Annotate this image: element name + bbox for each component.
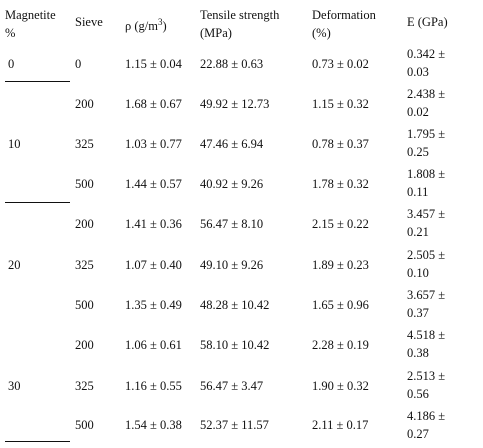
- density-cell: 1.54 ± 0.38: [125, 418, 182, 432]
- group-label: 30: [8, 379, 21, 393]
- deformation-cell: 2.28 ± 0.19: [312, 338, 369, 352]
- tensile-cell: 56.47 ± 3.47: [200, 379, 264, 393]
- modulus-value: 4.518 ±: [407, 328, 446, 342]
- deformation-cell: 1.65 ± 0.96: [312, 298, 369, 312]
- modulus-cell: 4.518 ± 0.38: [407, 326, 445, 362]
- group-divider: [5, 202, 70, 203]
- header-tensile-line1: Tensile strength: [200, 8, 280, 22]
- density-cell: 1.68 ± 0.67: [125, 97, 182, 111]
- header-density-text: ρ (g/m: [125, 19, 158, 33]
- modulus-cell: 3.457 ± 0.21: [407, 205, 445, 241]
- header-density-exponent: 3: [157, 17, 163, 27]
- group-label: 0: [8, 57, 15, 71]
- modulus-error: 0.21: [407, 225, 429, 239]
- modulus-error: 0.56: [407, 387, 429, 401]
- modulus-error: 0.02: [407, 105, 429, 119]
- group-label: 10: [8, 137, 21, 151]
- header-deformation: Deformation (%): [312, 6, 376, 42]
- sieve-cell: 200: [75, 338, 94, 352]
- header-density-close: ): [162, 19, 167, 33]
- modulus-value: 0.342 ±: [407, 47, 446, 61]
- sieve-cell: 325: [75, 379, 94, 393]
- density-cell: 1.44 ± 0.57: [125, 177, 182, 191]
- density-cell: 1.41 ± 0.36: [125, 217, 182, 231]
- modulus-cell: 2.505 ± 0.10: [407, 246, 445, 282]
- density-cell: 1.07 ± 0.40: [125, 258, 182, 272]
- header-tensile-strength: Tensile strength (MPa): [200, 6, 279, 42]
- sieve-cell: 500: [75, 298, 94, 312]
- tensile-cell: 40.92 ± 9.26: [200, 177, 264, 191]
- density-cell: 1.06 ± 0.61: [125, 338, 182, 352]
- modulus-value: 3.457 ±: [407, 207, 446, 221]
- tensile-cell: 52.37 ± 11.57: [200, 418, 269, 432]
- modulus-cell: 0.342 ± 0.03: [407, 45, 445, 81]
- modulus-value: 1.795 ±: [407, 127, 446, 141]
- deformation-cell: 1.89 ± 0.23: [312, 258, 369, 272]
- modulus-cell: 1.795 ± 0.25: [407, 125, 445, 161]
- header-density: ρ (g/m3): [125, 17, 167, 35]
- modulus-value: 2.438 ±: [407, 87, 446, 101]
- density-cell: 1.15 ± 0.04: [125, 57, 182, 71]
- group-divider: [5, 81, 70, 82]
- tensile-cell: 22.88 ± 0.63: [200, 57, 264, 71]
- header-magnetite-line1: Magnetite: [5, 8, 56, 22]
- modulus-error: 0.27: [407, 427, 429, 441]
- header-magnetite-line2: %: [5, 26, 16, 40]
- modulus-cell: 3.657 ± 0.37: [407, 286, 445, 322]
- modulus-value: 2.513 ±: [407, 369, 446, 383]
- sieve-cell: 200: [75, 97, 94, 111]
- modulus-cell: 2.513 ± 0.56: [407, 367, 445, 403]
- density-cell: 1.35 ± 0.49: [125, 298, 182, 312]
- modulus-value: 3.657 ±: [407, 288, 446, 302]
- group-divider: [5, 441, 70, 442]
- modulus-value: 1.808 ±: [407, 167, 446, 181]
- modulus-value: 2.505 ±: [407, 248, 446, 262]
- modulus-value: 4.186 ±: [407, 409, 446, 423]
- modulus-error: 0.38: [407, 346, 429, 360]
- deformation-cell: 2.11 ± 0.17: [312, 418, 369, 432]
- group-label: 20: [8, 258, 21, 272]
- sieve-cell: 325: [75, 258, 94, 272]
- modulus-cell: 2.438 ± 0.02: [407, 85, 445, 121]
- tensile-cell: 48.28 ± 10.42: [200, 298, 270, 312]
- header-deformation-line2: (%): [312, 26, 331, 40]
- sieve-cell: 500: [75, 418, 94, 432]
- modulus-cell: 4.186 ± 0.27: [407, 407, 445, 443]
- deformation-cell: 0.73 ± 0.02: [312, 57, 369, 71]
- density-cell: 1.03 ± 0.77: [125, 137, 182, 151]
- sieve-cell: 325: [75, 137, 94, 151]
- modulus-cell: 1.808 ± 0.11: [407, 165, 445, 201]
- header-sieve: Sieve: [75, 15, 103, 29]
- header-magnetite: Magnetite %: [5, 6, 56, 42]
- modulus-error: 0.25: [407, 145, 429, 159]
- deformation-cell: 0.78 ± 0.37: [312, 137, 369, 151]
- tensile-cell: 56.47 ± 8.10: [200, 217, 264, 231]
- modulus-error: 0.03: [407, 65, 429, 79]
- deformation-cell: 1.90 ± 0.32: [312, 379, 369, 393]
- header-tensile-line2: (MPa): [200, 26, 232, 40]
- tensile-cell: 58.10 ± 10.42: [200, 338, 270, 352]
- density-cell: 1.16 ± 0.55: [125, 379, 182, 393]
- header-modulus: E (GPa): [407, 15, 448, 29]
- sieve-cell: 200: [75, 217, 94, 231]
- modulus-error: 0.37: [407, 306, 429, 320]
- deformation-cell: 1.15 ± 0.32: [312, 97, 369, 111]
- deformation-cell: 1.78 ± 0.32: [312, 177, 369, 191]
- tensile-cell: 47.46 ± 6.94: [200, 137, 264, 151]
- header-deformation-line1: Deformation: [312, 8, 376, 22]
- tensile-cell: 49.92 ± 12.73: [200, 97, 270, 111]
- tensile-cell: 49.10 ± 9.26: [200, 258, 264, 272]
- deformation-cell: 2.15 ± 0.22: [312, 217, 369, 231]
- modulus-error: 0.10: [407, 266, 429, 280]
- sieve-cell: 0: [75, 57, 82, 71]
- sieve-cell: 500: [75, 177, 94, 191]
- modulus-error: 0.11: [407, 185, 429, 199]
